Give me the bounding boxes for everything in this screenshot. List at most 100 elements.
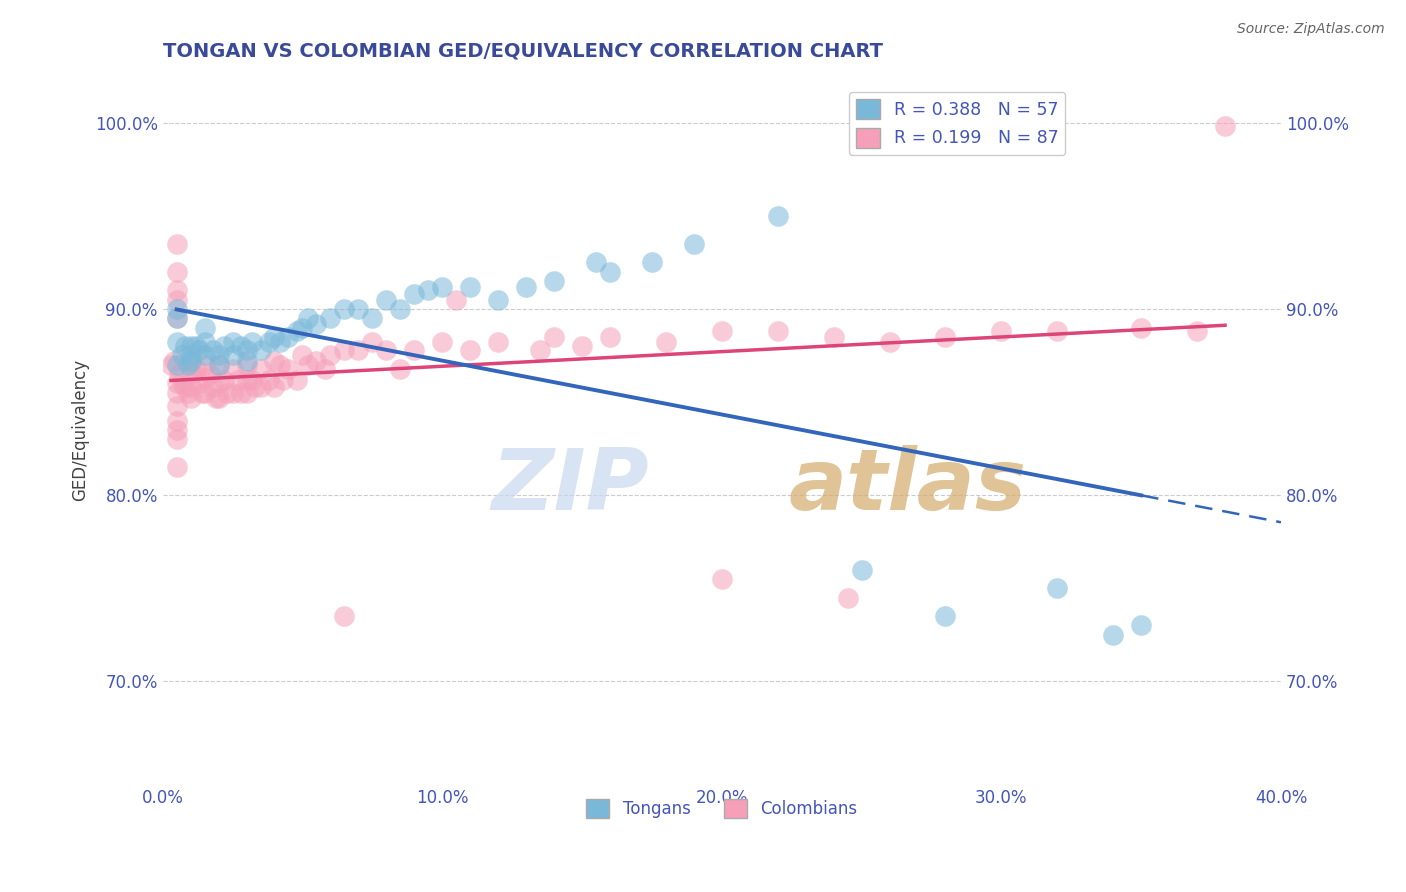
Point xyxy=(243,380,266,394)
Point xyxy=(361,311,384,326)
Text: TONGAN VS COLOMBIAN GED/EQUIVALENCY CORRELATION CHART: TONGAN VS COLOMBIAN GED/EQUIVALENCY CORR… xyxy=(163,42,883,61)
Point xyxy=(235,385,257,400)
Point xyxy=(934,609,956,624)
Point xyxy=(172,349,194,363)
Point xyxy=(458,343,481,357)
Point xyxy=(188,343,211,357)
Point xyxy=(229,385,252,400)
Point xyxy=(215,385,238,400)
Point xyxy=(599,330,621,344)
Point xyxy=(166,293,188,307)
Point xyxy=(389,361,412,376)
Point xyxy=(585,255,607,269)
Point xyxy=(333,301,356,316)
Point xyxy=(1130,618,1153,632)
Point xyxy=(432,279,454,293)
Point xyxy=(166,335,188,350)
Point xyxy=(207,392,229,406)
Text: Source: ZipAtlas.com: Source: ZipAtlas.com xyxy=(1237,22,1385,37)
Point xyxy=(186,339,208,353)
Point xyxy=(212,339,235,353)
Point xyxy=(191,385,214,400)
Text: ZIP: ZIP xyxy=(492,445,650,528)
Point xyxy=(194,320,217,334)
Point xyxy=(641,255,664,269)
Point xyxy=(166,423,188,437)
Point xyxy=(207,376,229,391)
Point xyxy=(571,339,593,353)
Legend: Tongans, Colombians: Tongans, Colombians xyxy=(579,792,865,825)
Point xyxy=(221,349,243,363)
Point xyxy=(180,358,202,372)
Point xyxy=(194,371,217,385)
Point xyxy=(235,354,257,368)
Point xyxy=(1102,628,1125,642)
Point xyxy=(418,283,440,297)
Point xyxy=(766,324,789,338)
Point xyxy=(319,311,342,326)
Point xyxy=(180,339,202,353)
Point xyxy=(291,349,314,363)
Point xyxy=(710,572,733,586)
Point xyxy=(221,385,243,400)
Point xyxy=(172,376,194,391)
Point xyxy=(1046,581,1069,595)
Point xyxy=(515,279,537,293)
Point xyxy=(163,354,186,368)
Text: atlas: atlas xyxy=(789,445,1026,528)
Point xyxy=(361,335,384,350)
Point xyxy=(204,392,226,406)
Point xyxy=(269,358,291,372)
Point xyxy=(240,373,263,387)
Point xyxy=(269,335,291,350)
Point xyxy=(934,330,956,344)
Point xyxy=(333,343,356,357)
Point xyxy=(235,358,257,372)
Point xyxy=(333,609,356,624)
Point xyxy=(221,361,243,376)
Point xyxy=(263,354,285,368)
Point xyxy=(201,380,224,394)
Point xyxy=(166,301,188,316)
Point xyxy=(432,335,454,350)
Point xyxy=(180,349,202,363)
Point xyxy=(194,335,217,350)
Point xyxy=(444,293,467,307)
Point xyxy=(226,373,249,387)
Point xyxy=(305,354,328,368)
Point xyxy=(1130,320,1153,334)
Point xyxy=(285,324,308,338)
Point xyxy=(486,335,509,350)
Point xyxy=(249,343,271,357)
Point xyxy=(166,358,188,372)
Point xyxy=(166,311,188,326)
Point xyxy=(766,209,789,223)
Point xyxy=(297,358,319,372)
Point xyxy=(235,373,257,387)
Point xyxy=(198,367,221,381)
Point xyxy=(249,361,271,376)
Point xyxy=(404,343,426,357)
Point xyxy=(166,265,188,279)
Point xyxy=(207,358,229,372)
Point xyxy=(277,330,299,344)
Point xyxy=(314,361,336,376)
Point xyxy=(543,274,565,288)
Point xyxy=(207,358,229,372)
Point xyxy=(389,301,412,316)
Point xyxy=(543,330,565,344)
Point xyxy=(180,367,202,381)
Point xyxy=(186,361,208,376)
Point xyxy=(166,414,188,428)
Point xyxy=(297,311,319,326)
Point xyxy=(263,330,285,344)
Point xyxy=(375,293,398,307)
Point xyxy=(201,343,224,357)
Point xyxy=(166,460,188,475)
Point xyxy=(235,343,257,357)
Point xyxy=(305,317,328,331)
Point xyxy=(166,399,188,413)
Point xyxy=(458,279,481,293)
Point xyxy=(177,358,200,372)
Point xyxy=(277,361,299,376)
